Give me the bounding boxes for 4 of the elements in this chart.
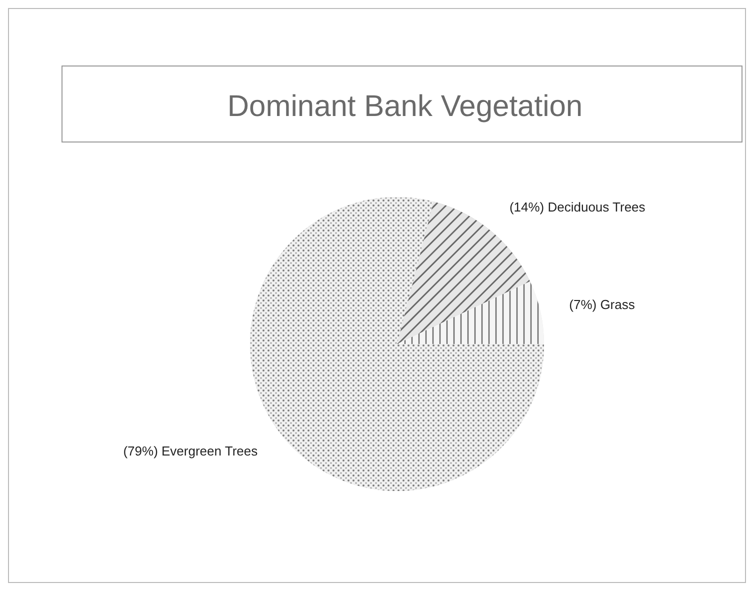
chart-title: Dominant Bank Vegetation xyxy=(227,90,583,123)
slice-label: (14%) Deciduous Trees xyxy=(509,200,646,215)
slice-label: (7%) Grass xyxy=(569,296,636,312)
slice-label: (79%) Evergreen Trees xyxy=(123,444,258,459)
